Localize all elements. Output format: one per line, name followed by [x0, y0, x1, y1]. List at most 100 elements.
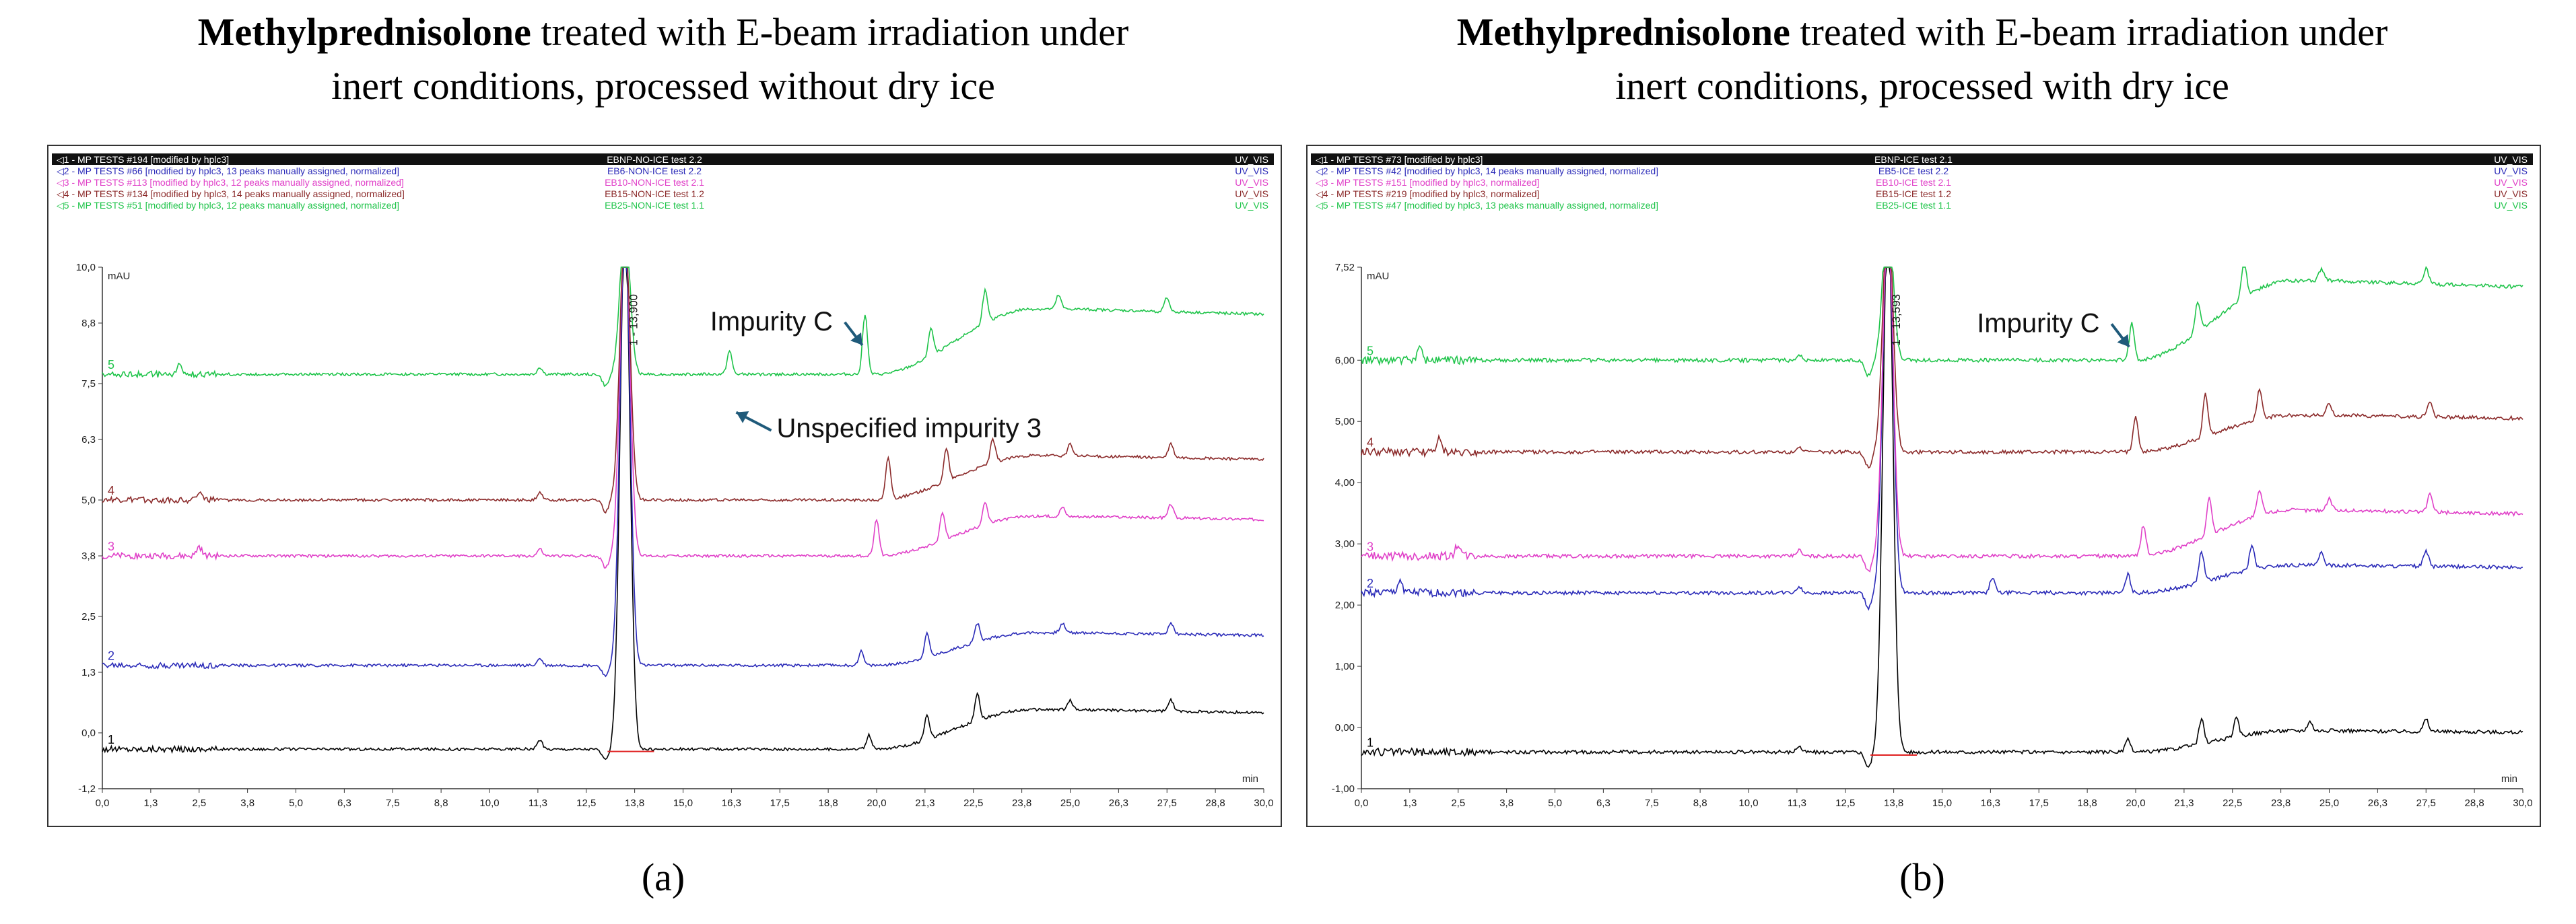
annotation: Impurity C: [710, 307, 864, 347]
panel-a: Methylprednisolone treated with E-beam i…: [40, 0, 1286, 924]
x-tick-label: 6,3: [1596, 797, 1611, 809]
x-unit-label: min: [1242, 773, 1258, 785]
legend-detector-text: UV_VIS: [1235, 200, 1268, 211]
legend-sample-text: EB5-ICE test 2.2: [1878, 166, 1948, 176]
y-tick-label: 0,0: [81, 727, 96, 739]
legend-sample-text: EB25-NON-ICE test 1.1: [605, 200, 704, 211]
trace-label-5: 5: [108, 358, 114, 371]
title-line1-rest: treated with E-beam irradiation under: [1790, 10, 2388, 54]
x-tick-label: 20,0: [2126, 797, 2145, 809]
main-peak-label: 1 - 13,593: [1890, 294, 1903, 346]
x-tick-label: 7,5: [1645, 797, 1659, 809]
trace-label-2: 2: [1367, 577, 1374, 590]
x-tick-label: 27,5: [2416, 797, 2436, 809]
trace-label-3: 3: [1367, 540, 1374, 553]
annotation-text: Impurity C: [710, 307, 833, 336]
legend-detector-text: UV_VIS: [2494, 177, 2528, 188]
trace-label-4: 4: [108, 484, 114, 497]
title-line2: inert conditions, processed with dry ice: [1615, 64, 2229, 108]
legend-row: ◁3 - MP TESTS #151 [modified by hplc3, n…: [1316, 177, 2528, 188]
legend-trace-text: ◁2 - MP TESTS #42 [modified by hplc3, 14…: [1316, 166, 1658, 176]
chromatogram-frame: ◁1 - MP TESTS #73 [modified by hplc3] EBN…: [1306, 145, 2541, 827]
legend-detector-text: UV_VIS: [2494, 154, 2528, 165]
title-line1-rest: treated with E-beam irradiation under: [531, 10, 1129, 54]
annotation-arrowhead: [2117, 334, 2130, 347]
y-tick-label: 7,52: [1335, 262, 1355, 273]
trace-label-3: 3: [108, 540, 114, 553]
trace-line-2: [1361, 266, 2523, 611]
trace-label-2: 2: [108, 649, 114, 663]
legend-row: ◁5 - MP TESTS #51 [modified by hplc3, 12…: [57, 200, 1268, 211]
x-tick-label: 5,0: [289, 797, 303, 809]
y-tick-label: 3,8: [81, 550, 96, 562]
y-unit-label: mAU: [1367, 271, 1389, 282]
legend-detector-text: UV_VIS: [2494, 200, 2528, 211]
legend-sample-text: EB10-NON-ICE test 2.1: [605, 177, 704, 188]
y-tick-label: 2,5: [81, 611, 96, 623]
x-tick-label: 3,8: [240, 797, 255, 809]
x-tick-label: 25,0: [2319, 797, 2339, 809]
x-tick-label: 21,3: [915, 797, 935, 809]
legend-trace-text: ◁3 - MP TESTS #113 [modified by hplc3, 1…: [57, 177, 404, 188]
x-tick-label: 28,8: [1206, 797, 1225, 809]
main-peak-label: 1 - 13,900: [627, 294, 640, 346]
trace-line-1: [102, 266, 1264, 760]
x-tick-label: 1,3: [1402, 797, 1417, 809]
x-tick-label: 0,0: [1355, 797, 1369, 809]
x-tick-label: 10,0: [479, 797, 499, 809]
trace-line-3: [102, 266, 1264, 569]
panel-title: Methylprednisolone treated with E-beam i…: [40, 5, 1286, 113]
trace-line-4: [1361, 266, 2523, 469]
x-tick-label: 22,5: [2223, 797, 2242, 809]
legend-row: ◁4 - MP TESTS #134 [modified by hplc3, 1…: [57, 188, 1268, 199]
x-tick-label: 0,0: [96, 797, 110, 809]
x-tick-label: 2,5: [1451, 797, 1465, 809]
title-line2: inert conditions, processed without dry …: [331, 64, 995, 108]
y-tick-label: -1,2: [78, 783, 96, 795]
y-tick-label: 1,00: [1335, 661, 1355, 672]
legend-sample-text: EBNP-ICE test 2.1: [1874, 154, 1953, 165]
x-tick-label: 13,8: [1884, 797, 1903, 809]
trace-line-1: [1361, 266, 2523, 768]
x-tick-label: 15,0: [673, 797, 693, 809]
x-tick-label: 22,5: [963, 797, 983, 809]
legend-trace-text: ◁4 - MP TESTS #134 [modified by hplc3, 1…: [57, 188, 405, 199]
legend-detector-text: UV_VIS: [1235, 154, 1268, 165]
x-tick-label: 26,3: [2368, 797, 2387, 809]
x-tick-label: 18,8: [2078, 797, 2097, 809]
annotation: Unspecified impurity 3: [735, 411, 1042, 443]
legend-detector-text: UV_VIS: [2494, 188, 2528, 199]
x-tick-label: 12,5: [576, 797, 596, 809]
legend-trace-text: ◁5 - MP TESTS #51 [modified by hplc3, 12…: [57, 200, 399, 211]
legend-row: ◁2 - MP TESTS #66 [modified by hplc3, 13…: [57, 166, 1268, 176]
title-compound: Methylprednisolone: [197, 10, 531, 54]
x-tick-label: 17,5: [770, 797, 790, 809]
x-tick-label: 6,3: [337, 797, 351, 809]
x-tick-label: 17,5: [2029, 797, 2049, 809]
x-tick-label: 28,8: [2465, 797, 2484, 809]
x-tick-label: 30,0: [2513, 797, 2532, 809]
y-tick-label: 0,00: [1335, 722, 1355, 734]
panel-caption: (b): [1899, 855, 1945, 899]
y-tick-label: 1,3: [81, 667, 96, 678]
x-tick-label: 25,0: [1060, 797, 1080, 809]
x-tick-label: 3,8: [1499, 797, 1514, 809]
panel-b: Methylprednisolone treated with E-beam i…: [1299, 0, 2545, 924]
x-tick-label: 16,3: [722, 797, 741, 809]
legend-row: ◁3 - MP TESTS #113 [modified by hplc3, 1…: [57, 177, 1268, 188]
x-tick-label: 2,5: [192, 797, 206, 809]
x-tick-label: 12,5: [1835, 797, 1855, 809]
x-tick-label: 11,3: [529, 797, 547, 809]
legend-sample-text: EBNP-NO-ICE test 2.2: [607, 154, 702, 165]
x-tick-label: 16,3: [1981, 797, 2000, 809]
trace-label-1: 1: [108, 733, 114, 746]
trace-line-2: [102, 266, 1264, 678]
x-tick-label: 11,3: [1788, 797, 1806, 809]
trace-line-4: [102, 266, 1264, 514]
legend-trace-text: ◁2 - MP TESTS #66 [modified by hplc3, 13…: [57, 166, 399, 176]
legend-trace-text: ◁1 - MP TESTS #194 [modified by hplc3]: [57, 154, 229, 165]
y-tick-label: 8,8: [81, 318, 96, 329]
x-tick-label: 27,5: [1157, 797, 1177, 809]
x-tick-label: 21,3: [2174, 797, 2194, 809]
trace-label-5: 5: [1367, 344, 1374, 357]
